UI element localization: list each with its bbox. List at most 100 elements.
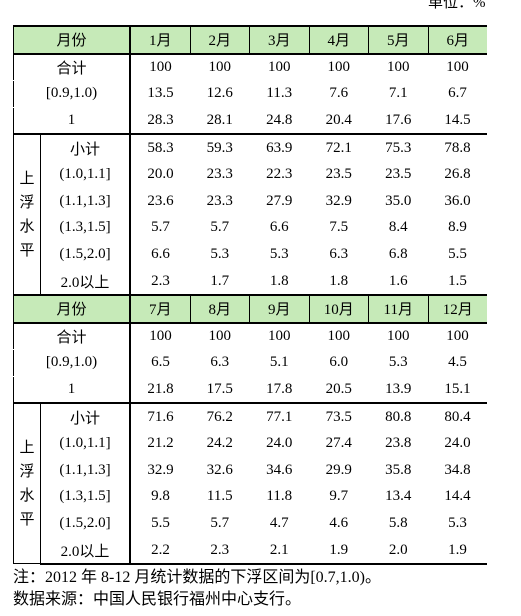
cell: 24.0 [249,429,309,458]
month-header: 2月 [189,25,250,55]
month-header: 9月 [249,293,309,324]
cell: 100 [130,53,190,82]
cell: 1.5 [428,267,487,296]
cell: 32.9 [309,187,369,216]
cell: 2.1 [249,536,309,565]
cell: 34.6 [249,456,309,485]
row-label: (1.5,2.0] [40,509,131,538]
cell: 4.7 [249,509,309,538]
cell: 73.5 [309,402,369,431]
table-row: 2.0以上 2.3 1.7 1.8 1.8 1.6 1.5 [14,267,487,296]
cell: 1.7 [190,267,250,296]
cell: 100 [190,322,250,351]
month-header: 11月 [368,293,428,324]
cell: 1.9 [428,536,487,565]
cell: 58.3 [130,133,190,162]
row-label: 2.0以上 [40,267,131,296]
month-header: 5月 [368,25,428,55]
cell: 5.3 [428,509,487,538]
cell: 14.4 [428,483,487,511]
table-row: 上浮水平 小计 58.3 59.3 63.9 72.1 75.3 78.8 [13,133,487,296]
cell: 2.2 [130,536,190,565]
cell: 6.8 [368,240,428,269]
table-row: (1.0,1.1] 21.2 24.2 24.0 27.4 23.8 24.0 [14,429,487,458]
group-label-text: 上浮水平 [19,439,35,528]
source-note: 数据来源：中国人民银行福州中心支行。 [13,591,302,608]
cell: 17.6 [368,106,428,135]
table-row: 上浮水平 小计 71.6 76.2 77.1 73.5 80.8 80.4 [13,402,487,565]
cell: 4.5 [428,349,487,377]
cell: 12.6 [190,80,250,108]
row-label: 1 [13,106,131,135]
cell: 4.6 [309,509,369,538]
cell: 2.3 [130,267,190,296]
table-row: 2.0以上 2.2 2.3 2.1 1.9 2.0 1.9 [14,536,487,565]
header-row: 月份 1月 2月 3月 4月 5月 6月 [13,25,487,55]
table-row: (1.0,1.1] 20.0 23.3 22.3 23.5 23.5 26.8 [14,160,487,189]
cell: 20.0 [130,160,190,189]
cell: 11.3 [249,80,309,108]
cell: 8.4 [368,214,428,242]
cell: 9.7 [309,483,369,511]
table-row: [0.9,1.0) 6.5 6.3 5.1 6.0 5.3 4.5 [13,349,487,377]
cell: 100 [368,322,428,351]
row-label: (1.5,2.0] [40,240,131,269]
cell: 23.3 [190,187,250,216]
cell: 32.9 [130,456,190,485]
table-row: (1.1,1.3] 23.6 23.3 27.9 32.9 35.0 36.0 [14,187,487,216]
month-header: 12月 [427,293,487,324]
table-row: (1.5,2.0] 5.5 5.7 4.7 4.6 5.8 5.3 [14,509,487,538]
group-label: 上浮水平 [13,133,41,296]
table-row: (1.3,1.5] 9.8 11.5 11.8 9.7 13.4 14.4 [14,483,487,511]
cell: 24.8 [249,106,309,135]
cell: 6.3 [309,240,369,269]
cell: 100 [309,53,369,82]
cell: 6.6 [249,214,309,242]
cell: 34.8 [428,456,487,485]
cell: 5.3 [190,240,250,269]
cell: 21.8 [130,375,190,404]
cell: 78.8 [428,133,487,162]
cell: 23.8 [368,429,428,458]
cell: 7.5 [309,214,369,242]
cell: 11.5 [190,483,250,511]
row-label: [0.9,1.0) [13,349,131,377]
cell: 100 [368,53,428,82]
cell: 5.1 [249,349,309,377]
cell: 28.3 [130,106,190,135]
month-header: 8月 [189,293,250,324]
cell: 21.2 [130,429,190,458]
cell: 100 [249,53,309,82]
cell: 5.5 [130,509,190,538]
table-row: 合计 100 100 100 100 100 100 [13,322,487,351]
cell: 27.4 [309,429,369,458]
cell: 5.3 [249,240,309,269]
table-row: 1 28.3 28.1 24.8 20.4 17.6 14.5 [13,106,487,135]
cell: 23.6 [130,187,190,216]
cell: 5.3 [368,349,428,377]
cell: 6.5 [130,349,190,377]
row-label: 合计 [13,53,131,82]
month-header: 6月 [427,25,487,55]
cell: 1.8 [249,267,309,296]
header-label: 月份 [13,25,131,55]
row-label: (1.0,1.1] [40,160,131,189]
cell: 35.8 [368,456,428,485]
cell: 15.1 [428,375,487,404]
cell: 26.8 [428,160,487,189]
data-table: 月份 1月 2月 3月 4月 5月 6月 合计 100 100 100 100 100 100 [0.9,1… [13,25,487,565]
month-header: 10月 [308,293,369,324]
cell: 1.6 [368,267,428,296]
cell: 1.9 [309,536,369,565]
header-label: 月份 [13,293,131,324]
cell: 1.8 [309,267,369,296]
cell: 6.7 [428,80,487,108]
table-row: (1.3,1.5] 5.7 5.7 6.6 7.5 8.4 8.9 [14,214,487,242]
cell: 100 [428,322,487,351]
group-label-text: 上浮水平 [19,170,35,259]
row-label: (1.1,1.3] [40,456,131,485]
row-label: 2.0以上 [40,536,131,565]
cell: 5.7 [190,509,250,538]
row-label: 小计 [40,402,131,431]
cell: 80.4 [428,402,487,431]
